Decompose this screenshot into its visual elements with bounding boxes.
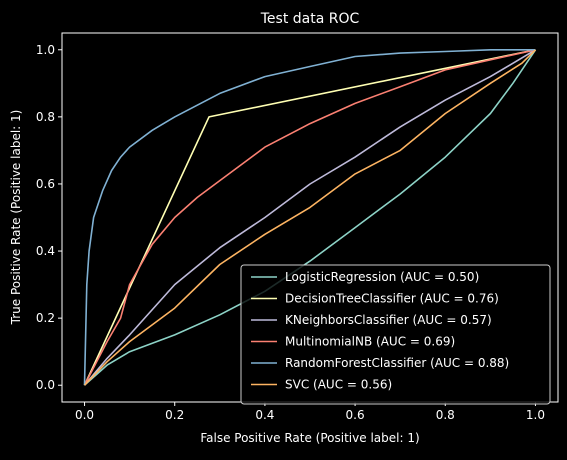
plot-area: 0.0 0.2 0.4 0.6 0.8 1.0 0.0 0.2 0.4 0.6 0.8 1.0 — [36, 32, 559, 422]
x-axis-label: False Positive Rate (Positive label: 1) — [200, 431, 419, 445]
legend-box — [240, 264, 551, 405]
series-line-1 — [83, 49, 537, 386]
x-tick-label: 0.2 — [165, 408, 184, 422]
legend-label-4: MultinomialNB (AUC = 0.69) — [285, 335, 455, 349]
legend-label-5: RandomForestClassifier (AUC = 0.88) — [285, 356, 509, 370]
y-tick-label: 0.4 — [36, 244, 55, 258]
series-line-3 — [83, 49, 536, 386]
y-tick-label: 1.0 — [36, 43, 55, 57]
y-tick-label: 0.0 — [36, 378, 55, 392]
legend: LogisticRegression (AUC = 0.50) DecisionT… — [240, 264, 551, 405]
x-tick-label: 0.0 — [75, 408, 94, 422]
y-tick-label: 0.6 — [36, 177, 55, 191]
y-tick-label: 0.8 — [36, 110, 55, 124]
y-axis-label: True Positive Rate (Positive label: 1) — [9, 110, 23, 326]
x-tick-label: 0.4 — [255, 408, 274, 422]
series-line-4 — [83, 49, 536, 386]
legend-label-1: LogisticRegression (AUC = 0.50) — [285, 270, 479, 284]
series-line-5 — [83, 48, 536, 386]
y-tick-label: 0.2 — [36, 311, 55, 325]
legend-label-3: KNeighborsClassifier (AUC = 0.57) — [285, 313, 492, 327]
chart-title: Test data ROC — [260, 11, 360, 27]
series-line-6 — [83, 49, 537, 386]
legend-label-2: DecisionTreeClassifier (AUC = 0.76) — [285, 292, 499, 306]
x-tick-label: 1.0 — [526, 408, 545, 422]
x-tick-label: 0.8 — [436, 408, 455, 422]
x-tick-label: 0.6 — [346, 408, 365, 422]
legend-label-6: SVC (AUC = 0.56) — [285, 378, 392, 392]
